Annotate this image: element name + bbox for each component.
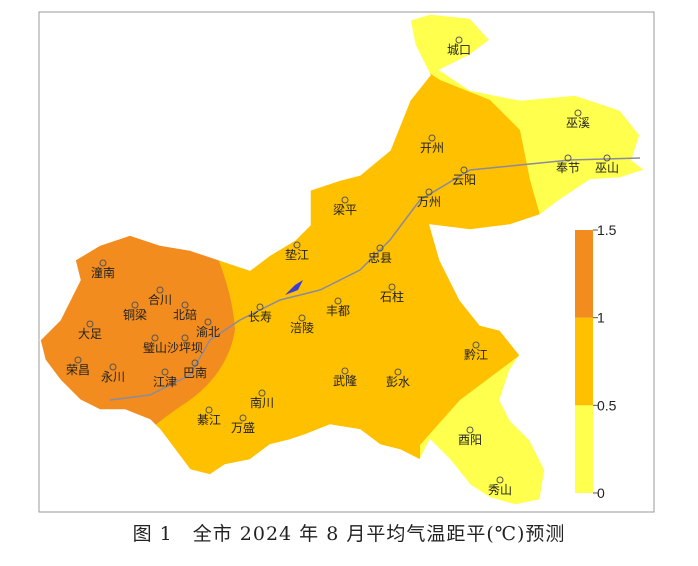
city-marker <box>151 334 159 342</box>
city-label: 巴南 <box>183 365 207 380</box>
lake <box>285 280 303 295</box>
city-marker <box>161 368 169 376</box>
city-marker <box>455 36 463 44</box>
city-label: 梁平 <box>333 202 357 217</box>
city-marker <box>496 476 504 484</box>
city-label: 奉节 <box>556 161 580 175</box>
city-label: 开州 <box>420 141 444 155</box>
city-label: 江津 <box>153 375 177 389</box>
city-label: 大足 <box>78 327 102 341</box>
city-label: 万盛 <box>231 420 255 435</box>
map-frame <box>38 11 655 513</box>
legend-bin <box>575 230 593 318</box>
legend-tick-label: 1.5 <box>597 222 617 238</box>
caption: 图 1 全市 2024 年 8 月平均气温距平(℃)预测 <box>133 523 566 545</box>
city-marker <box>99 259 107 267</box>
city-marker <box>603 154 611 162</box>
city-marker <box>256 303 264 311</box>
city-label: 荣昌 <box>66 363 90 377</box>
city-label: 渝北 <box>196 324 220 339</box>
city-marker <box>131 301 139 309</box>
city-marker <box>86 320 94 328</box>
city-marker <box>239 414 247 422</box>
city-marker <box>466 426 474 434</box>
city-label: 涪陵 <box>290 320 314 335</box>
city-label: 合川 <box>148 292 172 307</box>
city-marker <box>428 134 436 142</box>
city-marker <box>388 283 396 291</box>
city-label: 城口 <box>447 43 471 57</box>
city-marker <box>181 334 189 342</box>
city-label: 巫溪 <box>566 116 590 130</box>
city-marker <box>156 286 164 294</box>
river <box>109 157 641 401</box>
city-label: 武隆 <box>333 373 357 388</box>
city-marker <box>298 314 306 322</box>
city-label: 南川 <box>250 395 274 410</box>
legend-bin <box>575 405 593 493</box>
city-label: 沙坪坝 <box>167 341 203 355</box>
legend-tick-label: 0.5 <box>597 397 617 413</box>
city-marker <box>564 154 572 162</box>
legend-tick-label: 0 <box>597 485 605 501</box>
city-marker <box>109 363 117 371</box>
legend-tick-label: 1 <box>597 310 605 326</box>
city-label: 酉阳 <box>458 433 482 447</box>
city-marker <box>204 318 212 326</box>
city-label: 永川 <box>101 370 125 384</box>
city-label: 秀山 <box>488 483 512 497</box>
city-marker <box>334 297 342 305</box>
city-marker <box>394 368 402 376</box>
map-outline <box>39 13 647 506</box>
city-marker <box>74 356 82 364</box>
city-marker <box>258 389 266 397</box>
city-label: 黔江 <box>464 347 488 362</box>
city-marker <box>341 196 349 204</box>
city-label: 璧山 <box>143 340 167 355</box>
city-marker <box>191 359 199 367</box>
city-label: 长寿 <box>248 310 272 324</box>
city-label: 石柱 <box>380 289 404 304</box>
city-label: 彭水 <box>386 375 410 389</box>
city-label: 綦江 <box>197 413 221 427</box>
legend: 0 0.5 1 1.5 <box>575 222 617 501</box>
city-marker <box>425 188 433 196</box>
city-label: 北碚 <box>173 307 197 322</box>
city-label: 垫江 <box>285 247 309 262</box>
city-marker <box>205 406 213 414</box>
city-marker <box>472 341 480 349</box>
map-zones <box>40 14 645 505</box>
city-label: 丰都 <box>326 304 350 318</box>
city-label: 铜梁 <box>123 307 147 322</box>
city-marker <box>574 109 582 117</box>
city-marker <box>293 241 301 249</box>
legend-bin <box>575 317 593 406</box>
city-marker <box>376 244 384 252</box>
city-marker <box>181 301 189 309</box>
city-label: 万州 <box>417 195 441 209</box>
city-marker <box>460 166 468 174</box>
city-label: 云阳 <box>452 173 476 187</box>
city-label: 巫山 <box>595 161 619 175</box>
city-marker <box>341 367 349 375</box>
city-label: 潼南 <box>91 265 115 280</box>
city-label: 忠县 <box>368 251 392 265</box>
